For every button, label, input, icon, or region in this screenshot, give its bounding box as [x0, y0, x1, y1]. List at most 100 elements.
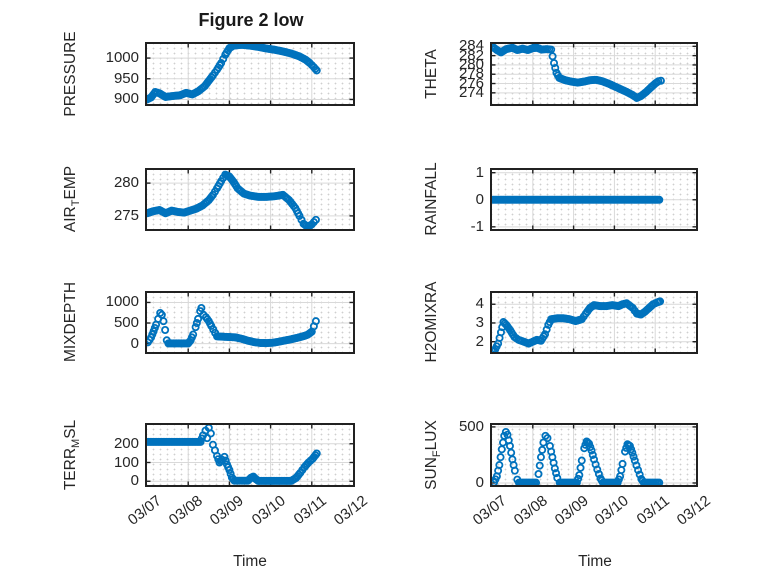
ytick-label-rainfall: 1 [475, 163, 484, 181]
ytick-label-mixdepth: 0 [130, 334, 139, 352]
ylabel-sunflux: SUNFLUX [421, 380, 443, 530]
xaxis-label-right: Time [578, 553, 612, 570]
subplot-airtemp [145, 168, 355, 231]
data-marker [577, 456, 586, 465]
ytick-label-sunflux: 0 [475, 473, 484, 491]
ytick-label-theta: 282 [458, 46, 484, 64]
xaxis-label-left: Time [233, 553, 267, 570]
ylabel-text-subscript: T [70, 199, 83, 207]
plot-area-mixdepth [147, 293, 353, 352]
data-marker [629, 452, 638, 461]
plot-area-h2omixra [492, 293, 696, 352]
data-marker [632, 461, 641, 470]
data-marker [497, 445, 506, 454]
ylabel-text-subscript: F [431, 450, 444, 458]
subplot-terrmsl [145, 423, 355, 487]
plot-area-theta [492, 44, 696, 104]
data-marker [495, 461, 504, 470]
series-mixdepth [147, 304, 320, 348]
ytick-label-sunflux: 500 [458, 417, 484, 435]
ytick-label-terrmsl: 200 [113, 434, 139, 452]
data-marker [587, 446, 596, 455]
data-marker [507, 448, 516, 457]
data-marker [593, 465, 602, 474]
ytick-label-h2omixra: 3 [475, 313, 484, 331]
data-marker [535, 461, 544, 470]
data-marker [572, 478, 581, 485]
subplot-pressure [145, 42, 355, 106]
data-marker [550, 464, 559, 473]
plot-area-rainfall [492, 170, 696, 229]
ytick-label-h2omixra: 4 [475, 295, 484, 313]
data-marker [538, 445, 547, 454]
data-marker [574, 474, 583, 483]
series-h2omixra [492, 297, 665, 352]
data-marker [655, 195, 664, 204]
data-marker [539, 438, 548, 447]
data-marker [536, 453, 545, 462]
ytick-label-terrmsl: 100 [113, 453, 139, 471]
data-marker [220, 452, 229, 461]
data-marker [543, 434, 552, 443]
data-marker [550, 59, 559, 68]
data-marker [548, 52, 557, 61]
data-marker [225, 466, 234, 475]
ytick-label-rainfall: 0 [475, 190, 484, 208]
data-marker [295, 211, 304, 220]
data-marker [312, 449, 321, 458]
data-marker [492, 347, 496, 352]
data-marker [656, 76, 665, 85]
series-sunflux [492, 427, 664, 485]
plot-area-airtemp [147, 170, 353, 229]
ytick-label-mixdepth: 1000 [105, 293, 139, 311]
ytick-label-airtemp: 280 [113, 174, 139, 192]
data-marker [206, 429, 215, 438]
data-marker [552, 469, 561, 478]
ytick-label-terrmsl: 0 [130, 472, 139, 490]
plot-area-pressure [147, 44, 353, 104]
data-marker [161, 326, 170, 335]
data-marker [203, 434, 212, 443]
series-theta [492, 44, 665, 102]
data-marker [197, 304, 206, 313]
data-marker [159, 317, 168, 326]
data-marker [311, 215, 320, 224]
ytick-label-pressure: 900 [113, 90, 139, 108]
data-marker [189, 330, 198, 339]
series-rainfall [492, 195, 664, 204]
data-marker [576, 463, 585, 472]
data-marker [192, 319, 201, 328]
ytick-label-rainfall: -1 [470, 217, 484, 235]
data-marker [656, 297, 665, 306]
data-marker [594, 470, 603, 479]
data-marker [496, 453, 505, 462]
ytick-label-airtemp: 275 [113, 206, 139, 224]
plot-area-terrmsl [147, 425, 353, 485]
data-marker [532, 478, 541, 485]
data-marker [628, 448, 637, 457]
data-marker [618, 459, 627, 468]
data-marker [542, 325, 551, 334]
ytick-label-pressure: 950 [113, 69, 139, 87]
subplot-h2omixra [490, 291, 698, 354]
ytick-label-theta: 280 [458, 55, 484, 73]
data-marker [194, 314, 203, 323]
subplot-theta [490, 42, 698, 106]
ytick-label-theta: 274 [458, 83, 484, 101]
plot-area-sunflux [492, 425, 696, 485]
data-marker [630, 456, 639, 465]
ytick-label-mixdepth: 500 [113, 314, 139, 331]
figure-title: Figure 2 low [198, 10, 304, 30]
subplot-rainfall [490, 168, 698, 231]
data-marker [191, 323, 200, 332]
data-marker [311, 317, 320, 326]
subplot-sunflux [490, 423, 698, 487]
data-marker [221, 456, 230, 465]
data-marker [655, 478, 664, 485]
ytick-label-theta: 284 [458, 37, 484, 55]
data-marker [510, 466, 519, 475]
data-marker [617, 466, 626, 475]
data-marker [312, 66, 321, 75]
data-marker [534, 470, 543, 479]
